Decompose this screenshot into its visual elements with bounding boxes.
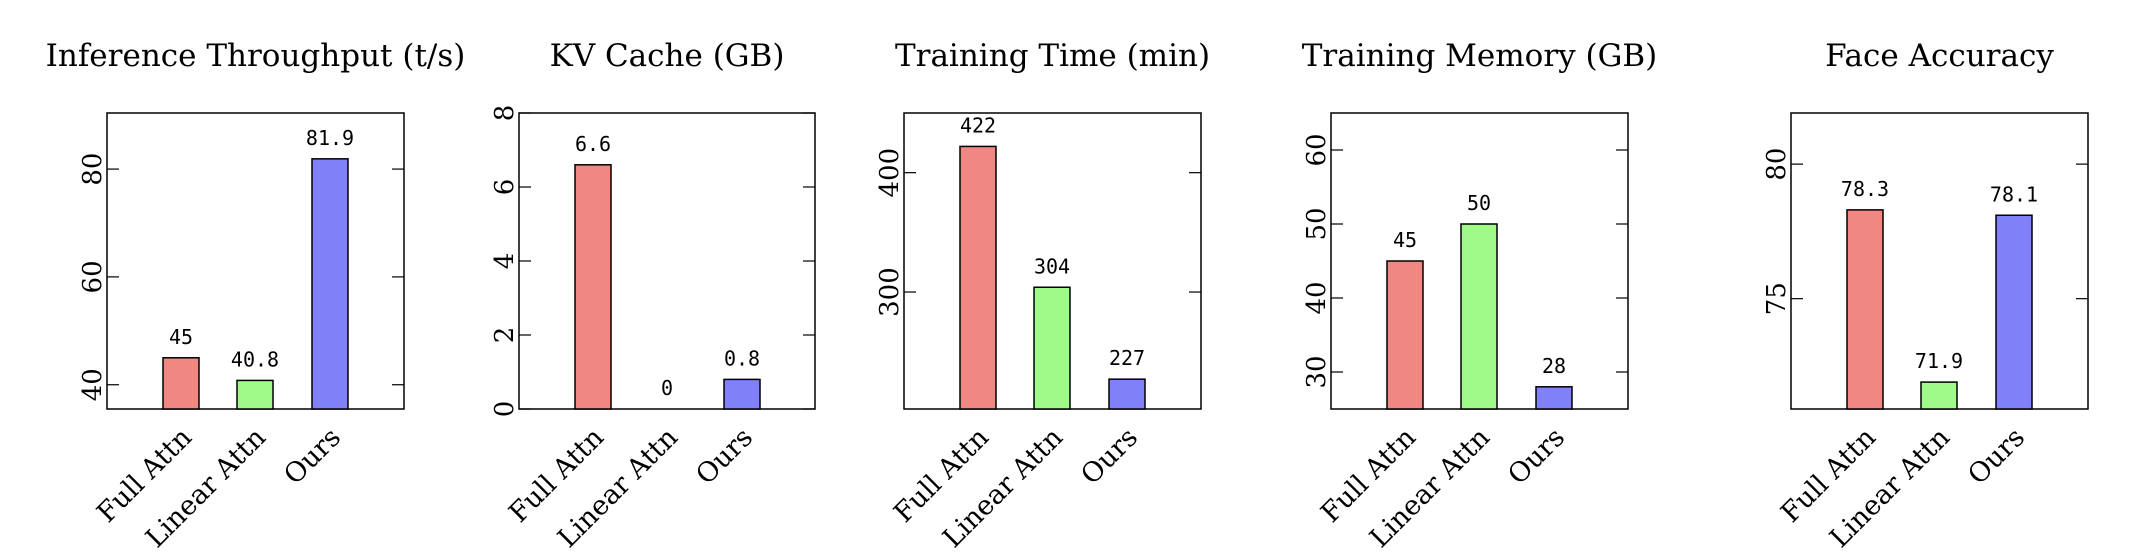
bar-full-attn [1386,260,1424,410]
data-label: 40.8 [231,347,279,371]
bar-ours [1535,386,1573,410]
y-tick-label: 8 [490,105,520,122]
bar-full-attn [1846,209,1884,410]
category-label: Ours [1502,422,1571,491]
data-label: 78.3 [1841,177,1889,201]
y-tick-label: 60 [1302,133,1332,166]
bar-linear-attn [1460,223,1498,410]
data-label: 71.9 [1915,349,1963,373]
y-tick-label: 4 [490,253,520,270]
data-label: 304 [1034,254,1070,278]
y-tick-label: 50 [1302,207,1332,240]
bar-linear-attn [1920,381,1958,410]
y-tick-label: 75 [1762,282,1792,315]
bar-full-attn [162,357,200,410]
bar-linear-attn [1033,286,1071,410]
y-tick-label: 60 [78,260,108,293]
category-label: Ours [278,422,347,491]
y-tick-label: 80 [1762,148,1792,181]
y-tick-label: 300 [875,267,905,317]
bar-full-attn [959,145,997,410]
category-label: Ours [1962,422,2031,491]
y-tick-label: 2 [490,327,520,344]
y-tick-label: 30 [1302,355,1332,388]
plot-frame [518,112,816,410]
data-label: 0 [661,376,673,400]
category-label: Ours [1075,422,1144,491]
data-label: 0.8 [724,346,760,370]
bar-linear-attn [236,379,274,410]
category-label: Ours [690,422,759,491]
data-label: 422 [960,113,996,137]
chart-title: KV Cache (GB) [550,38,785,74]
y-tick-label: 40 [78,368,108,401]
chart-title: Training Memory (GB) [1302,38,1658,74]
data-label: 78.1 [1990,182,2038,206]
chart-title: Face Accuracy [1825,38,2054,74]
bar-ours [311,158,349,410]
data-label: 81.9 [306,126,354,150]
bar-ours [723,378,761,410]
data-label: 6.6 [575,132,611,156]
y-tick-label: 6 [490,179,520,196]
y-tick-label: 40 [1302,281,1332,314]
chart-title: Training Time (min) [895,38,1210,74]
bar-ours [1108,378,1146,410]
y-tick-label: 80 [78,153,108,186]
bar-ours [1995,214,2033,410]
data-label: 45 [1393,228,1417,252]
data-label: 227 [1109,346,1145,370]
chart-title: Inference Throughput (t/s) [46,38,466,74]
y-tick-label: 0 [490,401,520,418]
bar-full-attn [574,164,612,410]
data-label: 28 [1542,354,1566,378]
data-label: 50 [1467,191,1491,215]
data-label: 45 [169,325,193,349]
y-tick-label: 400 [875,148,905,198]
